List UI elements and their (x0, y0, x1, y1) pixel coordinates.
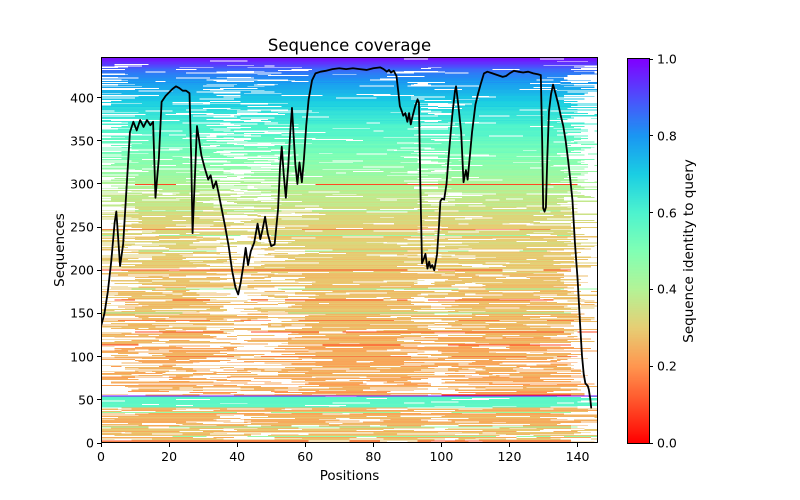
x-tick-label-6: 120 (497, 449, 522, 464)
x-tick-label-1: 20 (161, 449, 178, 464)
y-tick-mark-1 (97, 399, 101, 401)
y-tick-mark-8 (97, 97, 101, 99)
x-tick-mark-1 (168, 443, 170, 447)
y-tick-mark-7 (97, 140, 101, 142)
x-tick-mark-2 (236, 443, 238, 447)
x-tick-mark-6 (508, 443, 510, 447)
x-tick-label-3: 60 (297, 449, 314, 464)
colorbar-tick-mark-3 (649, 212, 653, 214)
y-tick-label-6: 300 (70, 176, 94, 192)
y-tick-label-2: 100 (70, 349, 94, 365)
colorbar-tick-mark-2 (649, 288, 653, 290)
x-tick-mark-3 (304, 443, 306, 447)
y-tick-mark-0 (97, 442, 101, 444)
colorbar-tick-mark-1 (649, 365, 653, 367)
x-tick-label-2: 40 (229, 449, 246, 464)
y-tick-label-8: 400 (70, 90, 94, 106)
x-tick-label-4: 80 (365, 449, 382, 464)
colorbar-tick-label-2: 0.4 (657, 281, 677, 297)
x-tick-label-7: 140 (565, 449, 590, 464)
x-tick-mark-7 (577, 443, 579, 447)
y-tick-mark-5 (97, 226, 101, 228)
x-tick-mark-4 (372, 443, 374, 447)
colorbar-tick-mark-4 (649, 135, 653, 137)
colorbar-tick-mark-0 (649, 442, 653, 444)
colorbar-tick-label-0: 0.0 (657, 435, 677, 451)
plot-title: Sequence coverage (267, 36, 432, 55)
x-tick-label-5: 100 (429, 449, 454, 464)
x-tick-label-0: 0 (97, 449, 105, 464)
colorbar-gradient (627, 58, 650, 444)
colorbar-tick-mark-5 (649, 58, 653, 60)
y-tick-label-3: 150 (70, 305, 94, 321)
x-tick-mark-0 (100, 443, 102, 447)
y-tick-mark-4 (97, 269, 101, 271)
y-tick-label-7: 350 (70, 133, 94, 149)
colorbar-tick-label-3: 0.6 (657, 205, 677, 221)
y-tick-label-4: 200 (70, 262, 94, 278)
y-tick-mark-3 (97, 312, 101, 314)
y-tick-label-5: 250 (70, 219, 94, 235)
y-tick-mark-2 (97, 356, 101, 358)
y-tick-label-0: 0 (86, 435, 94, 451)
y-tick-label-1: 50 (78, 392, 94, 408)
x-tick-mark-5 (440, 443, 442, 447)
msa-coverage-heatmap-canvas (101, 57, 598, 443)
y-tick-mark-6 (97, 183, 101, 185)
colorbar-tick-label-5: 1.0 (657, 51, 677, 67)
colorbar-tick-label-4: 0.8 (657, 128, 677, 144)
colorbar-tick-label-1: 0.2 (657, 358, 677, 374)
x-axis-label: Positions (319, 468, 380, 484)
colorbar-label: Sequence identity to query (681, 159, 697, 343)
